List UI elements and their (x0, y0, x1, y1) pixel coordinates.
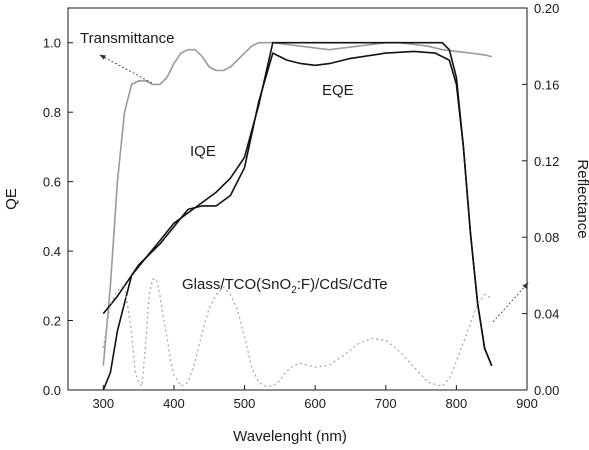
y2-tick-label: 0.12 (534, 154, 559, 169)
annotation-eqe: EQE (322, 82, 354, 99)
y-axis-ticks: 0.0 0.2 0.4 0.6 0.8 1.0 (43, 36, 73, 398)
y-tick-label: 1.0 (43, 36, 61, 51)
y2-tick-label: 0.04 (534, 307, 559, 322)
annotation-transmittance-arrow (99, 54, 153, 84)
y-tick-label: 0.4 (43, 244, 61, 259)
y-tick-label: 0.6 (43, 175, 61, 190)
annotation-reflectance-arrow (492, 282, 529, 323)
y-tick-label: 0.2 (43, 314, 61, 329)
x-axis-ticks: 300 400 500 600 700 800 900 (92, 385, 538, 411)
y2-tick-label: 0.00 (534, 383, 559, 398)
series-line-reflectance (102, 278, 493, 387)
structure-subscript: 2 (291, 285, 297, 296)
x-tick-label: 700 (375, 396, 397, 411)
structure-suffix: :F)/CdS/CdTe (297, 276, 388, 293)
structure-prefix: Glass/TCO(SnO (182, 276, 291, 293)
x-tick-label: 300 (92, 396, 114, 411)
series-line-iqe (102, 41, 493, 367)
x-tick-label: 500 (234, 396, 256, 411)
annotation-iqe: IQE (190, 143, 216, 160)
annotation-transmittance: Transmittance (80, 30, 174, 47)
x-tick-label: 800 (446, 396, 468, 411)
series-layer (102, 41, 493, 391)
y2-tick-label: 0.20 (534, 1, 559, 16)
y2-axis-ticks: 0.00 0.04 0.08 0.12 0.16 0.20 (522, 1, 559, 398)
x-tick-label: 900 (516, 396, 538, 411)
y2-tick-label: 0.08 (534, 230, 559, 245)
x-tick-label: 600 (304, 396, 326, 411)
y-tick-label: 0.0 (43, 383, 61, 398)
y2-tick-label: 0.16 (534, 77, 559, 92)
y-axis-title: QE (3, 188, 20, 210)
y2-axis-title: Reflectance (574, 159, 589, 238)
series-line-transmittance (102, 41, 492, 366)
annotation-structure: Glass/TCO(SnO2:F)/CdS/CdTe (182, 276, 388, 296)
series-line-eqe (102, 50, 493, 391)
plot-frame (67, 7, 528, 391)
y-tick-label: 0.8 (43, 105, 61, 120)
x-axis-title: Wavelenght (nm) (233, 428, 347, 445)
x-tick-label: 400 (163, 396, 185, 411)
